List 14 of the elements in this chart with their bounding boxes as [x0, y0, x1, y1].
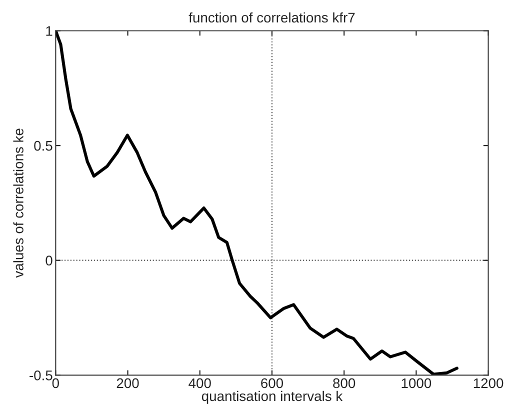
y-tick-label: 0 [46, 256, 52, 266]
chart-title: function of correlations kfr7 [188, 12, 355, 23]
y-tick-label: 0.5 [34, 140, 52, 151]
x-tick-label: 800 [333, 378, 356, 388]
x-tick-label: 1200 [474, 378, 504, 388]
x-tick-label: 0 [52, 378, 59, 388]
y-tick-label: -0.5 [30, 370, 52, 380]
x-axis-title: quantisation intervals k [202, 390, 343, 404]
x-tick-label: 1000 [402, 378, 432, 388]
x-tick-label: 600 [261, 378, 284, 388]
x-tick-label: 400 [188, 378, 211, 388]
x-tick-label: 200 [116, 378, 139, 388]
y-axis-title: values of correlations ke [13, 128, 24, 278]
y-tick-label: 1 [46, 26, 52, 36]
